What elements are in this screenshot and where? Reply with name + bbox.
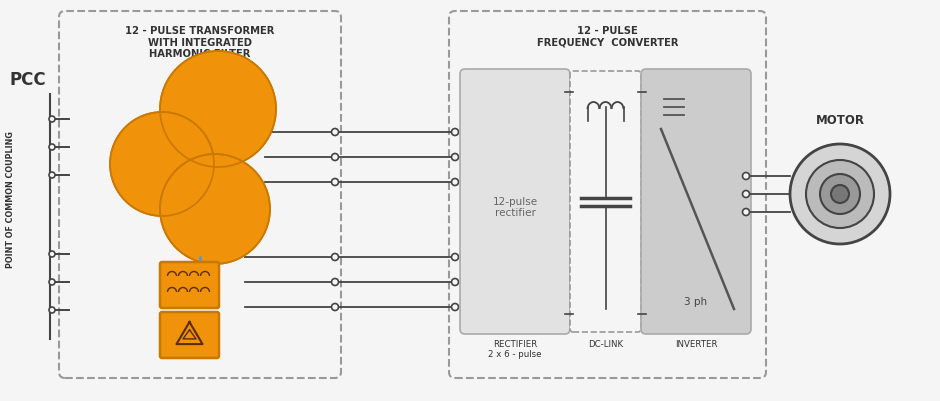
- Circle shape: [49, 251, 55, 257]
- Circle shape: [831, 186, 849, 203]
- Circle shape: [743, 173, 749, 180]
- Circle shape: [160, 52, 276, 168]
- Circle shape: [806, 160, 874, 229]
- Text: DC-LINK: DC-LINK: [588, 339, 623, 348]
- Circle shape: [49, 279, 55, 285]
- FancyBboxPatch shape: [160, 312, 219, 358]
- Circle shape: [49, 145, 55, 151]
- FancyBboxPatch shape: [460, 70, 570, 334]
- Circle shape: [743, 191, 749, 198]
- Circle shape: [451, 254, 459, 261]
- Circle shape: [332, 304, 338, 311]
- Circle shape: [332, 179, 338, 186]
- FancyBboxPatch shape: [570, 72, 641, 332]
- Circle shape: [110, 113, 214, 217]
- FancyBboxPatch shape: [449, 12, 766, 378]
- Circle shape: [790, 145, 890, 244]
- FancyBboxPatch shape: [160, 262, 219, 308]
- Text: RECTIFIER
2 x 6 - pulse: RECTIFIER 2 x 6 - pulse: [488, 339, 541, 358]
- Circle shape: [49, 307, 55, 313]
- Circle shape: [49, 172, 55, 178]
- Text: MOTOR: MOTOR: [816, 114, 865, 127]
- Circle shape: [820, 174, 860, 215]
- Text: INVERTER: INVERTER: [675, 339, 717, 348]
- Text: PCC: PCC: [9, 71, 46, 89]
- Circle shape: [332, 279, 338, 286]
- Circle shape: [332, 254, 338, 261]
- Text: 12 - PULSE TRANSFORMER
WITH INTEGRATED
HARMONIC FILTER: 12 - PULSE TRANSFORMER WITH INTEGRATED H…: [125, 26, 274, 59]
- Circle shape: [332, 129, 338, 136]
- Circle shape: [332, 154, 338, 161]
- Text: 3 ph: 3 ph: [684, 296, 708, 306]
- Circle shape: [743, 209, 749, 216]
- Text: 12 - PULSE
FREQUENCY  CONVERTER: 12 - PULSE FREQUENCY CONVERTER: [537, 26, 679, 47]
- FancyBboxPatch shape: [641, 70, 751, 334]
- Circle shape: [451, 304, 459, 311]
- Circle shape: [49, 117, 55, 123]
- FancyBboxPatch shape: [59, 12, 341, 378]
- Circle shape: [160, 155, 270, 264]
- Circle shape: [451, 154, 459, 161]
- Circle shape: [451, 129, 459, 136]
- Circle shape: [451, 179, 459, 186]
- Text: POINT OF COMMON COUPLING: POINT OF COMMON COUPLING: [6, 131, 14, 268]
- Text: 12-pulse
rectifier: 12-pulse rectifier: [493, 196, 538, 218]
- Circle shape: [451, 279, 459, 286]
